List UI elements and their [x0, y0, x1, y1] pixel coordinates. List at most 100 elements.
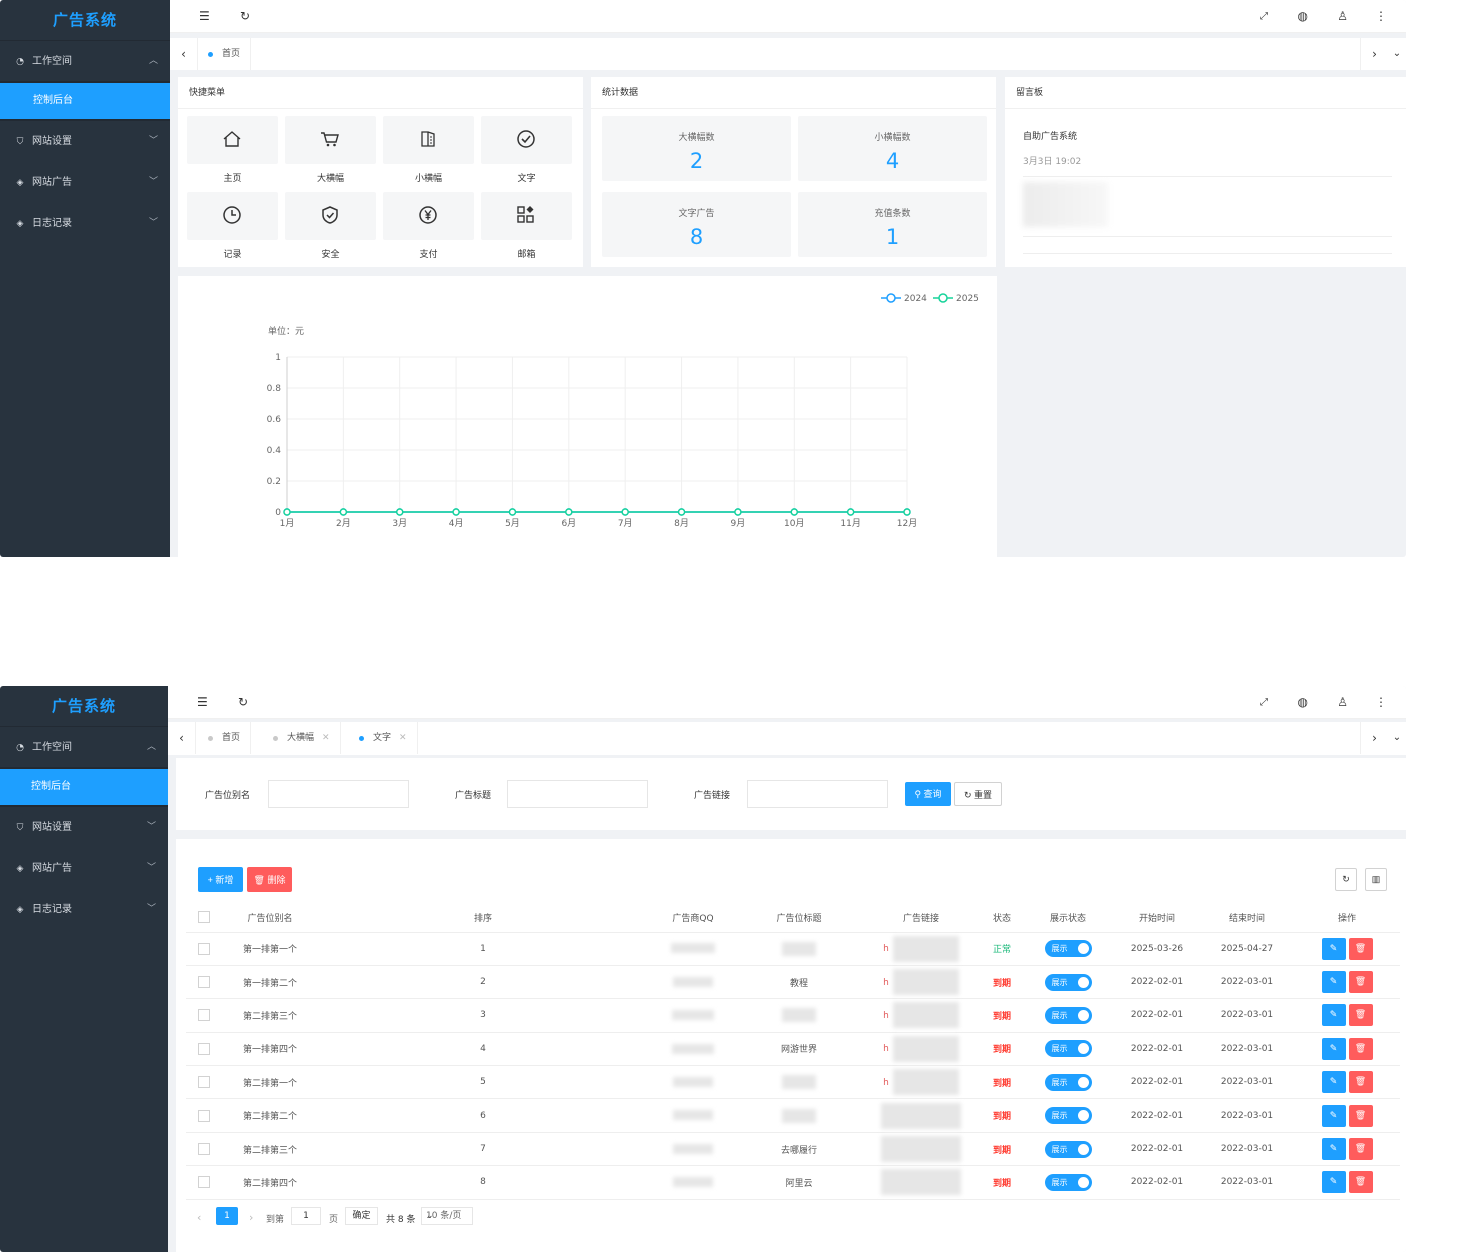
tab-menu-chevron-icon[interactable]: ⌄	[1392, 48, 1402, 59]
tab-prev-icon[interactable]: ‹	[168, 722, 196, 754]
delete-row-button[interactable]: 🗑	[1348, 1104, 1373, 1127]
edit-button[interactable]: ✎	[1321, 1004, 1346, 1027]
delete-button[interactable]: 🗑 删除	[247, 867, 292, 892]
show-toggle[interactable]: 展示	[1044, 1107, 1092, 1125]
table-row[interactable]: 第二排第三个 3 h 到期 展示 2022-02-01 2022-03-01 ✎ 🗑	[186, 998, 1400, 1033]
fullscreen-icon[interactable]: ⤢	[1260, 697, 1268, 708]
col-sort[interactable]: 排序	[318, 903, 648, 933]
sidebar-item-site-ads[interactable]: ◈ 网站广告 ﹀	[0, 162, 170, 203]
sidebar-item-workspace[interactable]: ◔ 工作空间 ︿	[0, 726, 168, 767]
globe-icon[interactable]: ◍	[1297, 9, 1308, 23]
tab-next-icon[interactable]: ›	[1360, 38, 1388, 70]
sidebar-item-site-ads[interactable]: ◈ 网站广告 ﹀	[0, 848, 168, 889]
edit-button[interactable]: ✎	[1321, 971, 1346, 994]
fullscreen-icon[interactable]: ⤢	[1260, 11, 1268, 22]
table-row[interactable]: 第二排第二个 6 到期 展示 2022-02-01 2022-03-01 ✎ 🗑	[186, 1098, 1400, 1133]
quick-menu-item[interactable]	[187, 116, 278, 164]
col-show-status[interactable]: 展示状态	[1022, 903, 1114, 933]
ad-link[interactable]: h	[883, 977, 889, 988]
col-alias[interactable]: 广告位别名	[222, 903, 318, 933]
tab-prev-icon[interactable]: ‹	[170, 38, 198, 70]
tab-home[interactable]: 首页	[198, 38, 252, 70]
quick-menu-item[interactable]	[481, 116, 572, 164]
table-row[interactable]: 第一排第二个 2 教程 h 到期 展示 2022-02-01 2022-03-01 ✎ 🗑	[186, 965, 1400, 1000]
sidebar-item-site-settings[interactable]: ⛉ 网站设置 ﹀	[0, 807, 168, 848]
delete-row-button[interactable]: 🗑	[1348, 1071, 1373, 1094]
edit-button[interactable]: ✎	[1321, 1104, 1346, 1127]
per-page-select[interactable]: 10 条/页 ⌄	[421, 1207, 473, 1225]
show-toggle[interactable]: 展示	[1044, 1140, 1092, 1158]
edit-button[interactable]: ✎	[1321, 1138, 1346, 1161]
delete-row-button[interactable]: 🗑	[1348, 937, 1373, 960]
refresh-icon[interactable]: ↻	[238, 695, 249, 709]
ad-link[interactable]: h	[883, 1010, 889, 1021]
add-button[interactable]: + 新增	[198, 867, 243, 892]
title-input[interactable]	[507, 780, 648, 808]
table-row[interactable]: 第一排第一个 1 h 正常 展示 2025-03-26 2025-04-27 ✎ 🗑	[186, 932, 1400, 966]
row-checkbox[interactable]	[198, 1009, 210, 1022]
delete-row-button[interactable]: 🗑	[1348, 1138, 1373, 1161]
row-checkbox[interactable]	[198, 1076, 210, 1089]
quick-menu-item[interactable]	[285, 192, 376, 240]
tab-home[interactable]: 首页	[198, 722, 252, 754]
col-start[interactable]: 开始时间	[1114, 903, 1200, 933]
show-toggle[interactable]: 展示	[1044, 973, 1092, 991]
page-input[interactable]: 1	[291, 1207, 321, 1225]
sidebar-item-workspace[interactable]: ◔ 工作空间 ︿	[0, 40, 170, 81]
table-row[interactable]: 第二排第一个 5 h 到期 展示 2022-02-01 2022-03-01 ✎ 🗑	[186, 1065, 1400, 1100]
row-checkbox[interactable]	[198, 1176, 210, 1189]
confirm-page-button[interactable]: 确定	[345, 1207, 378, 1225]
delete-row-button[interactable]: 🗑	[1348, 1171, 1373, 1194]
sidebar-item-logs[interactable]: ◈ 日志记录 ﹀	[0, 203, 170, 244]
alias-input[interactable]	[268, 780, 409, 808]
table-refresh-button[interactable]: ↻	[1335, 868, 1357, 891]
message-title[interactable]: 自助广告系统	[1023, 132, 1078, 142]
row-checkbox[interactable]	[198, 1042, 210, 1055]
tab-menu-chevron-icon[interactable]: ⌄	[1392, 732, 1402, 743]
user-icon[interactable]: ♙	[1337, 695, 1348, 709]
more-vertical-icon[interactable]: ⋮	[1375, 695, 1387, 709]
show-toggle[interactable]: 展示	[1044, 1006, 1092, 1024]
sidebar-item-dashboard[interactable]: 控制后台	[0, 81, 170, 121]
reset-button[interactable]: ↻ 重置	[954, 782, 1002, 806]
quick-menu-item[interactable]	[481, 192, 572, 240]
row-checkbox[interactable]	[198, 976, 210, 989]
close-icon[interactable]: ✕	[322, 733, 330, 743]
sidebar-item-logs[interactable]: ◈ 日志记录 ﹀	[0, 889, 168, 930]
user-icon[interactable]: ♙	[1337, 9, 1348, 23]
col-link[interactable]: 广告链接	[860, 903, 982, 933]
refresh-icon[interactable]: ↻	[240, 9, 251, 23]
col-title[interactable]: 广告位标题	[738, 903, 860, 933]
select-all-checkbox[interactable]	[198, 911, 210, 924]
ad-link[interactable]: h	[883, 1044, 889, 1055]
ad-link[interactable]: h	[883, 944, 889, 955]
edit-button[interactable]: ✎	[1321, 937, 1346, 960]
col-status[interactable]: 状态	[982, 903, 1022, 933]
quick-menu-item[interactable]	[285, 116, 376, 164]
delete-row-button[interactable]: 🗑	[1348, 1037, 1373, 1060]
column-filter-button[interactable]: ▥	[1365, 868, 1387, 891]
col-end[interactable]: 结束时间	[1200, 903, 1294, 933]
table-row[interactable]: 第二排第三个 7 去哪履行 到期 展示 2022-02-01 2022-03-01 ✎ 🗑	[186, 1132, 1400, 1167]
more-vertical-icon[interactable]: ⋮	[1375, 9, 1387, 23]
quick-menu-item[interactable]	[187, 192, 278, 240]
next-page-icon[interactable]: ›	[249, 1211, 254, 1224]
tab-big-banner[interactable]: 大横幅 ✕	[263, 722, 341, 754]
row-checkbox[interactable]	[198, 1143, 210, 1156]
row-checkbox[interactable]	[198, 1109, 210, 1122]
edit-button[interactable]: ✎	[1321, 1037, 1346, 1060]
table-row[interactable]: 第一排第四个 4 网游世界 h 到期 展示 2022-02-01 2022-03-01 ✎ 🗑	[186, 1032, 1400, 1067]
delete-row-button[interactable]: 🗑	[1348, 971, 1373, 994]
show-toggle[interactable]: 展示	[1044, 1040, 1092, 1058]
prev-page-icon[interactable]: ‹	[197, 1211, 202, 1224]
link-input[interactable]	[747, 780, 888, 808]
edit-button[interactable]: ✎	[1321, 1071, 1346, 1094]
table-row[interactable]: 第二排第四个 8 阿里云 到期 展示 2022-02-01 2022-03-01 ✎ 🗑	[186, 1165, 1400, 1200]
show-toggle[interactable]: 展示	[1044, 1173, 1092, 1191]
menu-fold-icon[interactable]: ☰	[199, 9, 210, 23]
row-checkbox[interactable]	[198, 942, 210, 955]
show-toggle[interactable]: 展示	[1044, 940, 1092, 958]
page-1-button[interactable]: 1	[216, 1207, 238, 1225]
edit-button[interactable]: ✎	[1321, 1171, 1346, 1194]
show-toggle[interactable]: 展示	[1044, 1073, 1092, 1091]
